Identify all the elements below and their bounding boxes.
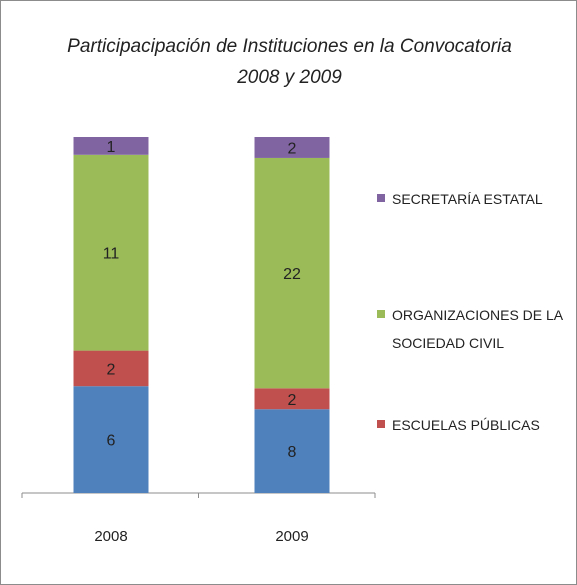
legend-swatch-0	[377, 194, 385, 202]
bar-segment-2009-3	[254, 137, 330, 158]
bar-segment-2008-3	[73, 137, 149, 155]
category-label-2009: 2009	[275, 528, 308, 545]
chart-title: Participacipación de Instituciones en la…	[1, 31, 577, 93]
bar-segment-2009-1	[254, 388, 330, 410]
chart-title-line-2: 2008 y 2009	[237, 67, 342, 88]
legend-swatch-1	[377, 310, 385, 318]
data-label-2008-2: 11	[103, 246, 120, 263]
data-label-2009-0: 8	[288, 444, 297, 461]
legend-swatch-2	[377, 420, 385, 428]
data-label-2008-1: 2	[107, 361, 116, 378]
data-label-2009-3: 2	[288, 140, 297, 157]
data-label-2008-3: 1	[107, 139, 116, 156]
legend-label-1-1: SOCIEDAD CIVIL	[392, 335, 504, 351]
chart-title-line-1: Participacipación de Instituciones en la…	[67, 36, 512, 57]
data-label-2009-1: 2	[288, 392, 297, 409]
bar-segment-2009-2	[254, 157, 330, 389]
legend-label-0-0: SECRETARÍA ESTATAL	[392, 191, 543, 207]
data-label-2009-2: 22	[283, 266, 301, 283]
data-label-2008-0: 6	[107, 433, 116, 450]
legend-label-1-0: ORGANIZACIONES DE LA	[392, 307, 564, 323]
legend-label-2-0: ESCUELAS PÚBLICAS	[392, 417, 540, 433]
bar-segment-2009-0	[254, 409, 330, 493]
bar-segment-2008-1	[73, 350, 149, 387]
category-label-2008: 2008	[94, 528, 127, 545]
bar-segment-2008-2	[73, 154, 149, 351]
bar-segment-2008-0	[73, 386, 149, 493]
